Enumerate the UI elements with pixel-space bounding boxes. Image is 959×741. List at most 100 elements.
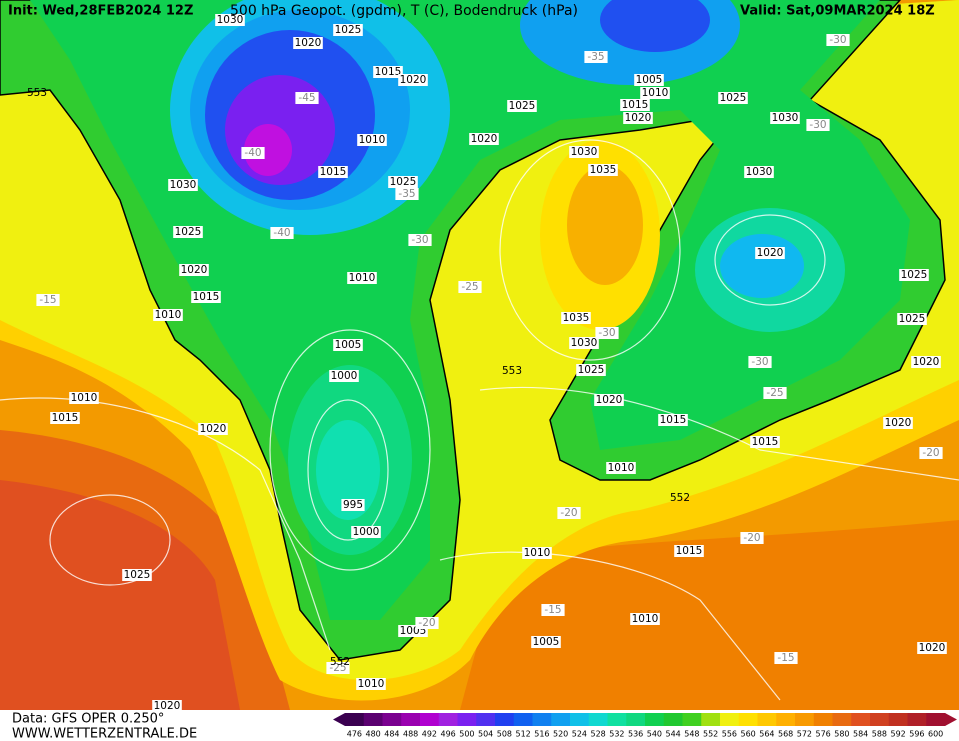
legend-tick-label: 580: [834, 730, 849, 739]
legend-tick-label: 572: [797, 730, 812, 739]
isobar-label: 1020: [154, 700, 181, 712]
isobar-label: 1010: [524, 547, 551, 559]
label-box: [198, 423, 228, 435]
temperature-label: -25: [329, 662, 346, 674]
legend-tick-label: 492: [422, 730, 437, 739]
temperature-label: -40: [273, 227, 290, 239]
isobar: [49, 494, 171, 586]
label-box: [50, 412, 80, 424]
isobar-label: 1020: [913, 356, 940, 368]
geopotential-label: 553: [27, 87, 47, 99]
legend-swatch: [776, 713, 796, 726]
label-box: [561, 312, 591, 324]
low-core: [316, 420, 380, 520]
isobar-label: 1030: [170, 179, 197, 191]
label-box: [576, 364, 606, 376]
isobar-label: 1010: [349, 272, 376, 284]
label-box: [606, 462, 636, 474]
temperature-label: -30: [809, 119, 826, 131]
legend-swatch: [551, 713, 571, 726]
isobar-label: 1000: [353, 526, 380, 538]
legend-swatch: [645, 713, 665, 726]
label-box: [408, 234, 432, 246]
temperature-label: -40: [244, 147, 261, 159]
temperature-label: -20: [922, 447, 939, 459]
temperature-label: -15: [777, 652, 794, 664]
isobar-label: 1020: [596, 394, 623, 406]
label-box: [398, 74, 428, 86]
isobar-label: 1015: [193, 291, 220, 303]
isobar-label: 1025: [720, 92, 747, 104]
isobar-label: 1015: [52, 412, 79, 424]
legend-tick-label: 560: [740, 730, 755, 739]
temperature-label: -30: [411, 234, 428, 246]
label-box: [395, 188, 419, 200]
isobar-label: 1020: [885, 417, 912, 429]
label-box: [152, 700, 182, 712]
isobar-label: 1015: [660, 414, 687, 426]
legend-swatch: [532, 713, 552, 726]
legend-tick-label: 544: [665, 730, 680, 739]
label-box: [326, 662, 350, 674]
legend-tick-label: 512: [515, 730, 530, 739]
isobar-label: 1035: [563, 312, 590, 324]
label-box: [634, 74, 664, 86]
isobar-label: 1000: [331, 370, 358, 382]
legend-swatch: [626, 713, 646, 726]
label-box: [899, 269, 929, 281]
isobar-label: 1020: [625, 112, 652, 124]
isobar-label: 1010: [632, 613, 659, 625]
isobar-label: 1030: [746, 166, 773, 178]
legend-tick-label: 532: [609, 730, 624, 739]
label-box: [674, 545, 704, 557]
label-box: [740, 532, 764, 544]
isobar: [499, 139, 681, 361]
isobar-label: 1030: [772, 112, 799, 124]
label-box: [763, 387, 787, 399]
label-box: [569, 146, 599, 158]
label-box: [357, 134, 387, 146]
legend-swatch: [570, 713, 590, 726]
label-box: [173, 226, 203, 238]
legend-tick-label: 568: [778, 730, 793, 739]
label-box: [531, 636, 561, 648]
label-box: [897, 313, 927, 325]
temperature-label: -45: [298, 92, 315, 104]
legend-swatch: [851, 713, 871, 726]
valid-time: Valid: Sat,09MAR2024 18Z: [740, 4, 935, 19]
legend-tick-label: 488: [403, 730, 418, 739]
legend-tick-label: 588: [872, 730, 887, 739]
geopotential-label: 552: [670, 492, 690, 504]
label-box: [122, 569, 152, 581]
legend-tick-label: 476: [347, 730, 362, 739]
legend-tick-label: 508: [497, 730, 512, 739]
legend-tick-label: 592: [890, 730, 905, 739]
legend-swatch: [382, 713, 402, 726]
label-box: [594, 394, 624, 406]
temperature-label: -15: [39, 294, 56, 306]
label-box: [658, 414, 688, 426]
label-box: [630, 613, 660, 625]
isobar: [714, 214, 826, 306]
temperature-label: -35: [587, 51, 604, 63]
legend-tick-label: 516: [534, 730, 549, 739]
label-box: [458, 281, 482, 293]
label-box: [748, 356, 772, 368]
isobar-label: 1025: [390, 176, 417, 188]
legend-tick-label: 528: [590, 730, 605, 739]
isobar-label: 1020: [757, 247, 784, 259]
warm-field: [460, 520, 959, 710]
site-name: WWW.WETTERZENTRALE.DE: [12, 727, 197, 741]
label-box: [911, 356, 941, 368]
label-box: [153, 309, 183, 321]
label-box: [270, 227, 294, 239]
legend-tick-label: 596: [909, 730, 924, 739]
geopotential-label: 552: [330, 656, 350, 668]
legend-swatch: [457, 713, 477, 726]
label-box: [750, 436, 780, 448]
legend-swatch: [420, 713, 440, 726]
legend-swatch: [438, 713, 458, 726]
label-box: [569, 337, 599, 349]
isobar: [307, 399, 389, 541]
